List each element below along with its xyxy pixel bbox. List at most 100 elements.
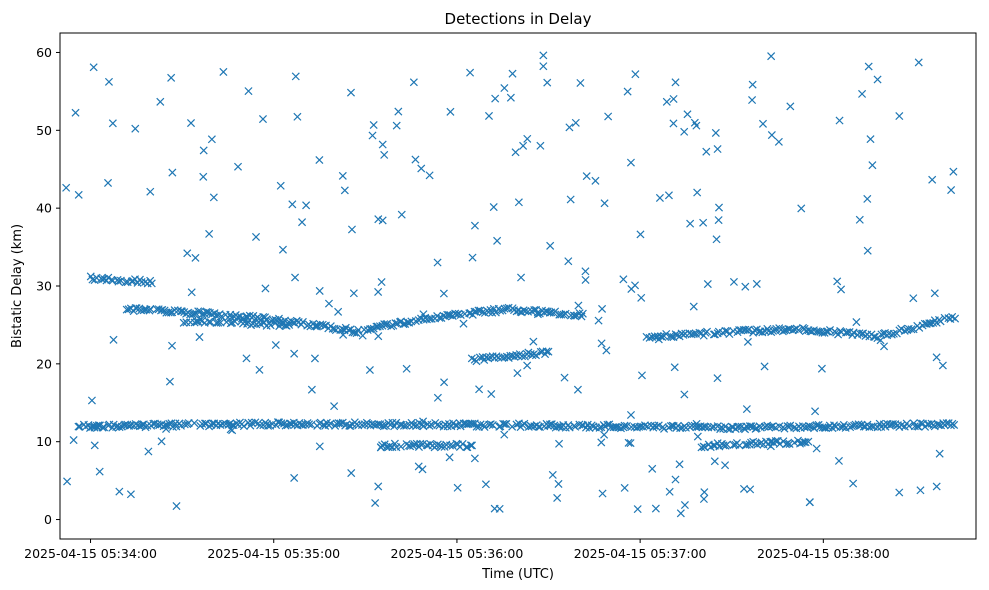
data-point (199, 172, 208, 181)
data-point (425, 171, 434, 180)
data-point (825, 326, 835, 335)
data-point (626, 439, 635, 448)
data-point (689, 302, 698, 311)
data-point (837, 285, 846, 294)
data-point (529, 337, 538, 346)
data-point (433, 258, 442, 267)
data-point (539, 51, 548, 60)
data-point (191, 253, 200, 262)
data-point (478, 308, 487, 317)
data-point (71, 108, 80, 117)
data-point (686, 219, 695, 228)
data-point (380, 150, 389, 159)
data-point (170, 306, 179, 315)
data-point (670, 363, 679, 372)
data-point (693, 188, 702, 197)
data-point (559, 310, 568, 319)
data-point (640, 421, 649, 430)
data-point (602, 346, 611, 355)
data-point (666, 421, 675, 431)
data-point (378, 216, 387, 225)
data-point (448, 441, 457, 450)
data-point (783, 439, 792, 448)
data-point (453, 483, 462, 492)
data-point (204, 317, 213, 326)
data-point (198, 310, 207, 319)
data-point (519, 141, 528, 150)
data-point (468, 253, 477, 262)
data-point (900, 326, 909, 335)
data-point (446, 441, 455, 450)
data-point (376, 443, 385, 452)
data-point (645, 333, 654, 342)
y-tick-label: 60 (36, 45, 52, 60)
data-point (205, 229, 214, 238)
data-point (565, 123, 574, 132)
data-point (947, 186, 956, 195)
data-point (581, 275, 590, 284)
data-point (834, 456, 843, 465)
data-point (683, 110, 692, 119)
data-point (150, 419, 159, 428)
data-point (116, 276, 125, 285)
data-point (402, 364, 411, 373)
data-point (475, 353, 484, 362)
data-point (752, 279, 761, 288)
data-point (783, 422, 792, 431)
data-point (90, 441, 99, 450)
data-point (132, 304, 141, 313)
data-point (427, 314, 436, 323)
data-point (863, 246, 872, 255)
data-point (633, 505, 642, 514)
data-point (209, 193, 218, 202)
data-point (631, 70, 640, 79)
data-point (895, 488, 904, 497)
data-point (166, 308, 175, 317)
data-point (74, 422, 83, 431)
data-point (500, 430, 509, 439)
data-point (472, 422, 481, 431)
data-point (127, 421, 136, 430)
y-tick-label: 0 (44, 512, 52, 527)
data-point (230, 317, 240, 326)
data-point (251, 232, 261, 241)
data-point (379, 422, 388, 431)
data-point (539, 62, 548, 71)
data-point (821, 423, 830, 432)
data-point (548, 470, 557, 479)
data-point (680, 127, 689, 136)
data-point (909, 294, 918, 303)
data-point (290, 420, 300, 429)
data-point (636, 230, 645, 239)
data-point (338, 171, 347, 180)
data-point (144, 447, 153, 456)
data-point (433, 420, 442, 429)
data-point (928, 175, 937, 184)
data-point (508, 69, 517, 78)
data-point (488, 421, 497, 430)
data-point (239, 422, 248, 431)
data-point (533, 308, 542, 317)
data-point (616, 424, 625, 433)
data-point (735, 422, 744, 431)
data-point (561, 309, 570, 318)
data-point (662, 97, 671, 106)
data-point (187, 288, 196, 297)
data-point (251, 418, 260, 427)
data-point (440, 378, 449, 387)
data-point (710, 330, 720, 339)
data-point (864, 62, 873, 71)
data-point (623, 87, 632, 96)
data-point (527, 422, 536, 431)
data-point (843, 328, 852, 337)
y-tick-label: 30 (36, 279, 52, 294)
data-point (207, 135, 216, 144)
data-point (546, 421, 555, 430)
data-point (380, 320, 389, 329)
data-point (797, 204, 806, 213)
data-point (388, 443, 397, 452)
data-point (288, 200, 297, 209)
data-point (701, 422, 710, 431)
data-point (863, 194, 872, 203)
data-point (340, 186, 349, 195)
